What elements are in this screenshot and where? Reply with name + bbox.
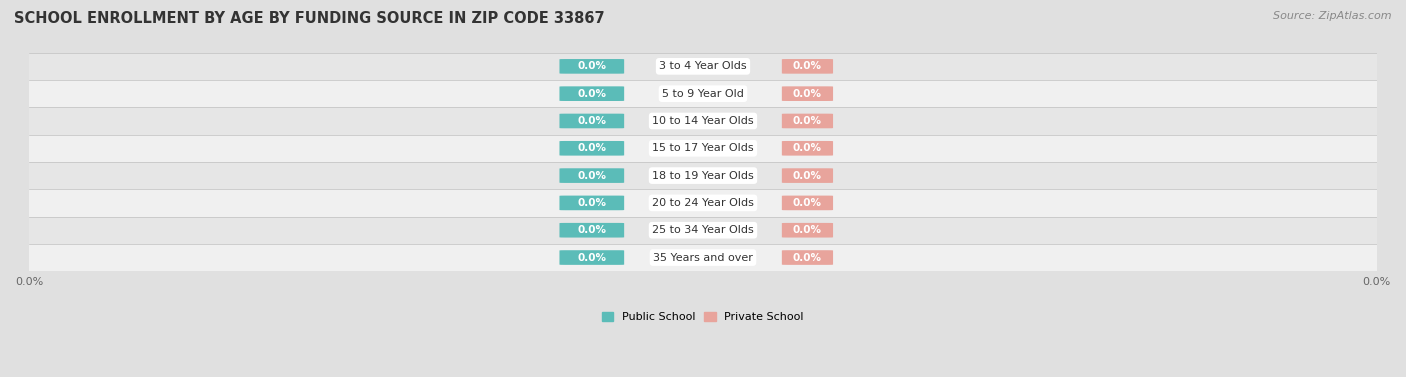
FancyBboxPatch shape bbox=[782, 141, 834, 156]
FancyBboxPatch shape bbox=[782, 223, 834, 238]
FancyBboxPatch shape bbox=[560, 59, 624, 74]
Text: 0.0%: 0.0% bbox=[793, 198, 823, 208]
Text: 0.0%: 0.0% bbox=[578, 89, 606, 99]
Text: 0.0%: 0.0% bbox=[793, 225, 823, 235]
Text: Source: ZipAtlas.com: Source: ZipAtlas.com bbox=[1274, 11, 1392, 21]
Text: 25 to 34 Year Olds: 25 to 34 Year Olds bbox=[652, 225, 754, 235]
Text: 0.0%: 0.0% bbox=[578, 143, 606, 153]
FancyBboxPatch shape bbox=[782, 250, 834, 265]
Text: 0.0%: 0.0% bbox=[578, 116, 606, 126]
Text: 0.0%: 0.0% bbox=[793, 89, 823, 99]
FancyBboxPatch shape bbox=[782, 59, 834, 74]
Text: 0.0%: 0.0% bbox=[793, 143, 823, 153]
Text: 15 to 17 Year Olds: 15 to 17 Year Olds bbox=[652, 143, 754, 153]
FancyBboxPatch shape bbox=[560, 86, 624, 101]
FancyBboxPatch shape bbox=[560, 250, 624, 265]
FancyBboxPatch shape bbox=[560, 141, 624, 156]
Bar bbox=[30, 135, 1376, 162]
Text: 10 to 14 Year Olds: 10 to 14 Year Olds bbox=[652, 116, 754, 126]
Text: 0.0%: 0.0% bbox=[793, 116, 823, 126]
FancyBboxPatch shape bbox=[782, 168, 834, 183]
Text: 35 Years and over: 35 Years and over bbox=[652, 253, 754, 262]
Text: 0.0%: 0.0% bbox=[793, 61, 823, 71]
Text: 0.0%: 0.0% bbox=[793, 253, 823, 262]
Bar bbox=[30, 53, 1376, 80]
Text: 3 to 4 Year Olds: 3 to 4 Year Olds bbox=[659, 61, 747, 71]
Legend: Public School, Private School: Public School, Private School bbox=[598, 308, 808, 327]
Text: 20 to 24 Year Olds: 20 to 24 Year Olds bbox=[652, 198, 754, 208]
Text: 18 to 19 Year Olds: 18 to 19 Year Olds bbox=[652, 171, 754, 181]
FancyBboxPatch shape bbox=[560, 113, 624, 128]
Text: 0.0%: 0.0% bbox=[578, 171, 606, 181]
Bar bbox=[30, 80, 1376, 107]
FancyBboxPatch shape bbox=[782, 86, 834, 101]
Bar bbox=[30, 107, 1376, 135]
FancyBboxPatch shape bbox=[782, 113, 834, 128]
Text: 0.0%: 0.0% bbox=[793, 171, 823, 181]
Text: SCHOOL ENROLLMENT BY AGE BY FUNDING SOURCE IN ZIP CODE 33867: SCHOOL ENROLLMENT BY AGE BY FUNDING SOUR… bbox=[14, 11, 605, 26]
Text: 0.0%: 0.0% bbox=[578, 198, 606, 208]
Text: 0.0%: 0.0% bbox=[578, 253, 606, 262]
FancyBboxPatch shape bbox=[560, 168, 624, 183]
Bar bbox=[30, 216, 1376, 244]
Bar bbox=[30, 189, 1376, 216]
FancyBboxPatch shape bbox=[560, 223, 624, 238]
Text: 0.0%: 0.0% bbox=[578, 225, 606, 235]
Bar bbox=[30, 244, 1376, 271]
Bar bbox=[30, 162, 1376, 189]
FancyBboxPatch shape bbox=[560, 196, 624, 210]
Text: 5 to 9 Year Old: 5 to 9 Year Old bbox=[662, 89, 744, 99]
Text: 0.0%: 0.0% bbox=[578, 61, 606, 71]
FancyBboxPatch shape bbox=[782, 196, 834, 210]
